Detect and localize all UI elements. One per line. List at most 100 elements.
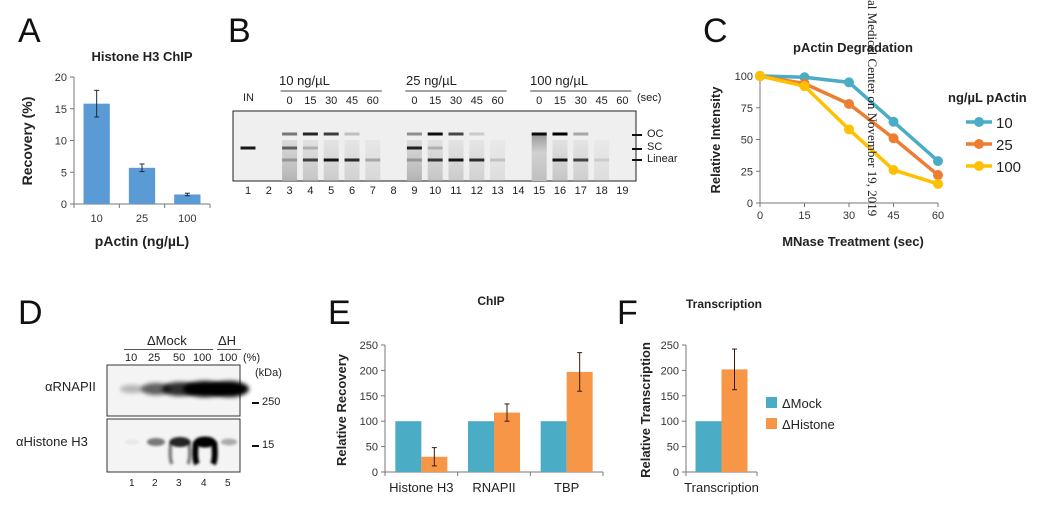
chart-title: pActin Degradation (793, 40, 913, 55)
western-blot-d: ΔMock ΔH 10 25 50 100 100 (%) (kDa) αRNA… (0, 280, 300, 520)
marker-250: 250 (262, 396, 281, 408)
y-tick-label: 20 (55, 72, 67, 84)
blot-band-h3 (124, 439, 140, 445)
y-tick-label: 0 (673, 467, 679, 479)
gel-band-linear (344, 158, 360, 162)
gel-band-oc (469, 132, 485, 136)
gel-lane-number: 1 (245, 185, 251, 197)
gel-band-sc (427, 146, 443, 150)
y-tick-label: 100 (661, 416, 679, 428)
gel-band-linear (323, 158, 339, 162)
gel-time-label: 15 (304, 95, 316, 107)
gel-band-linear (594, 158, 610, 162)
blot-row-label-rnapii: αRNAPII (45, 379, 96, 394)
bar (83, 103, 110, 204)
blot-percent: 100 (193, 352, 212, 364)
y-tick-label: 200 (661, 365, 679, 377)
y-axis-label: Relative Intensity (708, 86, 723, 194)
legend-label: ΔHistone (782, 417, 835, 432)
x-tick-label: TBP (554, 480, 579, 495)
gel-band-linear (448, 158, 464, 162)
y-tick-label: 15 (55, 104, 67, 116)
legend-marker (974, 117, 984, 127)
x-axis-label: MNase Treatment (sec) (782, 234, 924, 249)
gel-band-linear (573, 158, 589, 162)
y-tick-label: 200 (360, 365, 378, 377)
gel-band-oc (323, 132, 339, 136)
x-tick-label: 25 (136, 213, 148, 225)
y-tick-label: 100 (735, 71, 753, 83)
y-tick-label: 250 (360, 340, 378, 352)
gel-time-label: 45 (346, 95, 358, 107)
x-axis-label: pActin (ng/µL) (95, 233, 189, 249)
gel-lane-number: 16 (554, 185, 566, 197)
blot-lane-number: 2 (152, 478, 158, 489)
x-tick-label: Histone H3 (389, 480, 453, 495)
gel-lane-number: 17 (575, 185, 587, 197)
panel-label-b: B (228, 12, 251, 50)
y-tick-label: 25 (741, 166, 753, 178)
blot-percent: 25 (148, 352, 161, 364)
gel-time-label: 15 (554, 95, 566, 107)
chart-title: Histone H3 ChIP (91, 49, 192, 64)
blot-band-rnapii (141, 383, 171, 395)
gel-smear (406, 140, 422, 181)
x-tick-label: RNAPII (472, 480, 515, 495)
blot-kda-label: (kDa) (255, 367, 282, 379)
y-tick-label: 0 (61, 199, 67, 211)
series-line-10 (759, 74, 940, 163)
gel-lane-number: 11 (450, 185, 461, 197)
gel-band-oc (406, 132, 422, 136)
panel-label-a: A (18, 12, 41, 50)
legend-label: ΔMock (782, 396, 822, 411)
y-tick-label: 50 (366, 442, 378, 454)
data-point-100 (844, 124, 854, 135)
gel-smear (490, 140, 506, 181)
gel-band-linear (490, 158, 506, 162)
gel-group-label-100: 100 ng/µL (530, 73, 589, 88)
blot-lane-number: 4 (201, 478, 207, 489)
marker-oc: OC (647, 128, 664, 140)
bar-mock (540, 421, 567, 472)
gel-band-linear (365, 158, 381, 162)
gel-lane-number: 5 (328, 185, 334, 197)
bar-mock (468, 421, 494, 472)
y-axis-label: Recovery (%) (19, 97, 35, 186)
x-tick-label: 10 (91, 213, 103, 225)
gel-band-oc (282, 132, 298, 136)
marker-tick-linear (632, 159, 642, 161)
data-point-100 (755, 71, 765, 81)
gel-band-sc (302, 146, 318, 150)
gel-time-label: 60 (491, 95, 503, 107)
gel-band-oc (573, 132, 589, 136)
gel-lane-number: 7 (370, 185, 376, 197)
gel-group-label-25: 25 ng/µL (406, 73, 457, 88)
gel-band-linear (552, 158, 568, 162)
gel-input-label: IN (243, 92, 254, 104)
legend-label: 25 (996, 137, 1013, 154)
data-point-25 (844, 98, 854, 109)
blot-group-dh: ΔH (218, 333, 237, 348)
gel-band-oc (448, 132, 464, 136)
blot-band-tail (168, 441, 192, 465)
y-tick-label: 10 (55, 136, 67, 148)
gel-time-label: 30 (450, 95, 462, 107)
data-point-25 (888, 133, 899, 144)
gel-band-linear (302, 158, 318, 162)
blot-band-h3 (169, 436, 191, 448)
gel-time-label: 60 (616, 95, 628, 107)
blot-band-h3 (194, 436, 216, 448)
gel-band-sc (240, 146, 256, 150)
gel-band-sc (406, 146, 422, 150)
gel-smear (531, 134, 547, 181)
bar-histone (494, 412, 520, 472)
gel-band-oc (427, 132, 443, 136)
data-point-10 (844, 77, 854, 88)
y-axis-label: Relative Transcription (638, 342, 653, 478)
blot-lane-number: 5 (225, 478, 231, 489)
data-point-100 (888, 164, 899, 175)
gel-smear (594, 140, 610, 181)
chart-title: ChIP (477, 294, 504, 308)
blot-row-label-h3: αHistone H3 (16, 434, 88, 449)
marker-tick-sc (632, 148, 642, 150)
